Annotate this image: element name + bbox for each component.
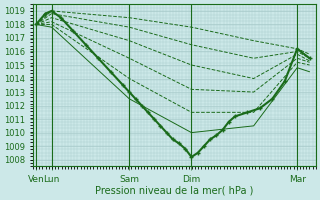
- X-axis label: Pression niveau de la mer( hPa ): Pression niveau de la mer( hPa ): [95, 186, 253, 196]
